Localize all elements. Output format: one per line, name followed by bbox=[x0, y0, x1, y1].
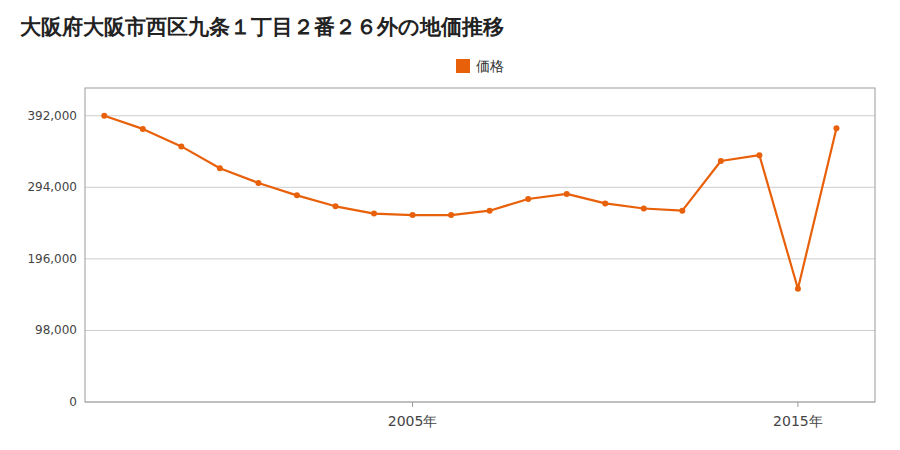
marker bbox=[718, 158, 724, 164]
plot-area bbox=[101, 113, 839, 292]
y-tick-label: 0 bbox=[69, 395, 77, 409]
y-tick-label: 392,000 bbox=[27, 109, 77, 123]
x-tick-label: 2005年 bbox=[388, 413, 438, 429]
marker bbox=[833, 125, 839, 131]
y-tick-label: 294,000 bbox=[27, 180, 77, 194]
marker bbox=[525, 196, 531, 202]
marker bbox=[255, 180, 261, 186]
marker bbox=[679, 208, 685, 214]
legend-label: 価格 bbox=[476, 58, 504, 74]
legend-swatch bbox=[456, 59, 470, 73]
grid-line bbox=[85, 187, 875, 188]
marker bbox=[332, 203, 338, 209]
x-tick-label: 2015年 bbox=[773, 413, 823, 429]
marker bbox=[756, 152, 762, 158]
x-tick bbox=[797, 402, 798, 407]
marker bbox=[371, 211, 377, 217]
marker bbox=[602, 200, 608, 206]
y-tick-label: 196,000 bbox=[27, 252, 77, 266]
grid-line bbox=[85, 115, 875, 116]
marker bbox=[487, 208, 493, 214]
grid-line bbox=[85, 258, 875, 259]
chart-container: 大阪府大阪市西区九条１丁目２番２６外の地価推移 0 98,000 196,000 294… bbox=[0, 0, 900, 450]
marker bbox=[448, 212, 454, 218]
chart: 大阪府大阪市西区九条１丁目２番２６外の地価推移 0 98,000 196,000 294… bbox=[0, 0, 900, 450]
marker bbox=[641, 205, 647, 211]
marker bbox=[294, 192, 300, 198]
marker bbox=[217, 165, 223, 171]
marker bbox=[410, 212, 416, 218]
grid bbox=[85, 116, 875, 402]
marker bbox=[140, 126, 146, 132]
marker bbox=[564, 191, 570, 197]
marker bbox=[178, 143, 184, 149]
y-tick-label: 98,000 bbox=[35, 323, 77, 337]
grid-line bbox=[85, 330, 875, 331]
title: 大阪府大阪市西区九条１丁目２番２６外の地価推移 bbox=[20, 15, 504, 39]
marker bbox=[795, 286, 801, 292]
marker bbox=[101, 113, 107, 119]
x-tick bbox=[412, 402, 413, 407]
line bbox=[104, 116, 836, 289]
plot-frame bbox=[85, 88, 875, 402]
legend: 価格 bbox=[456, 58, 504, 74]
